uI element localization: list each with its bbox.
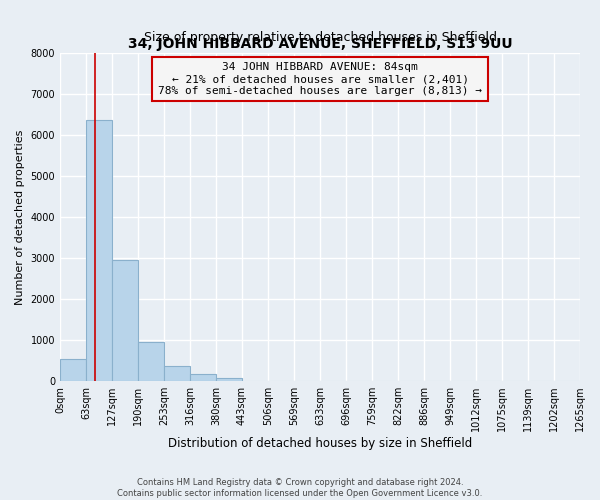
Bar <box>164 366 190 381</box>
X-axis label: Distribution of detached houses by size in Sheffield: Distribution of detached houses by size … <box>168 437 472 450</box>
Bar <box>138 342 164 381</box>
Bar <box>86 120 112 381</box>
Text: Contains HM Land Registry data © Crown copyright and database right 2024.
Contai: Contains HM Land Registry data © Crown c… <box>118 478 482 498</box>
Title: 34, JOHN HIBBARD AVENUE, SHEFFIELD, S13 9UU: 34, JOHN HIBBARD AVENUE, SHEFFIELD, S13 … <box>128 38 512 52</box>
Y-axis label: Number of detached properties: Number of detached properties <box>15 129 25 304</box>
Bar <box>216 378 242 381</box>
Text: 34 JOHN HIBBARD AVENUE: 84sqm
← 21% of detached houses are smaller (2,401)
78% o: 34 JOHN HIBBARD AVENUE: 84sqm ← 21% of d… <box>158 62 482 96</box>
Bar <box>190 374 216 381</box>
Bar <box>60 358 86 381</box>
Text: Size of property relative to detached houses in Sheffield: Size of property relative to detached ho… <box>143 32 497 44</box>
Bar <box>112 260 138 381</box>
